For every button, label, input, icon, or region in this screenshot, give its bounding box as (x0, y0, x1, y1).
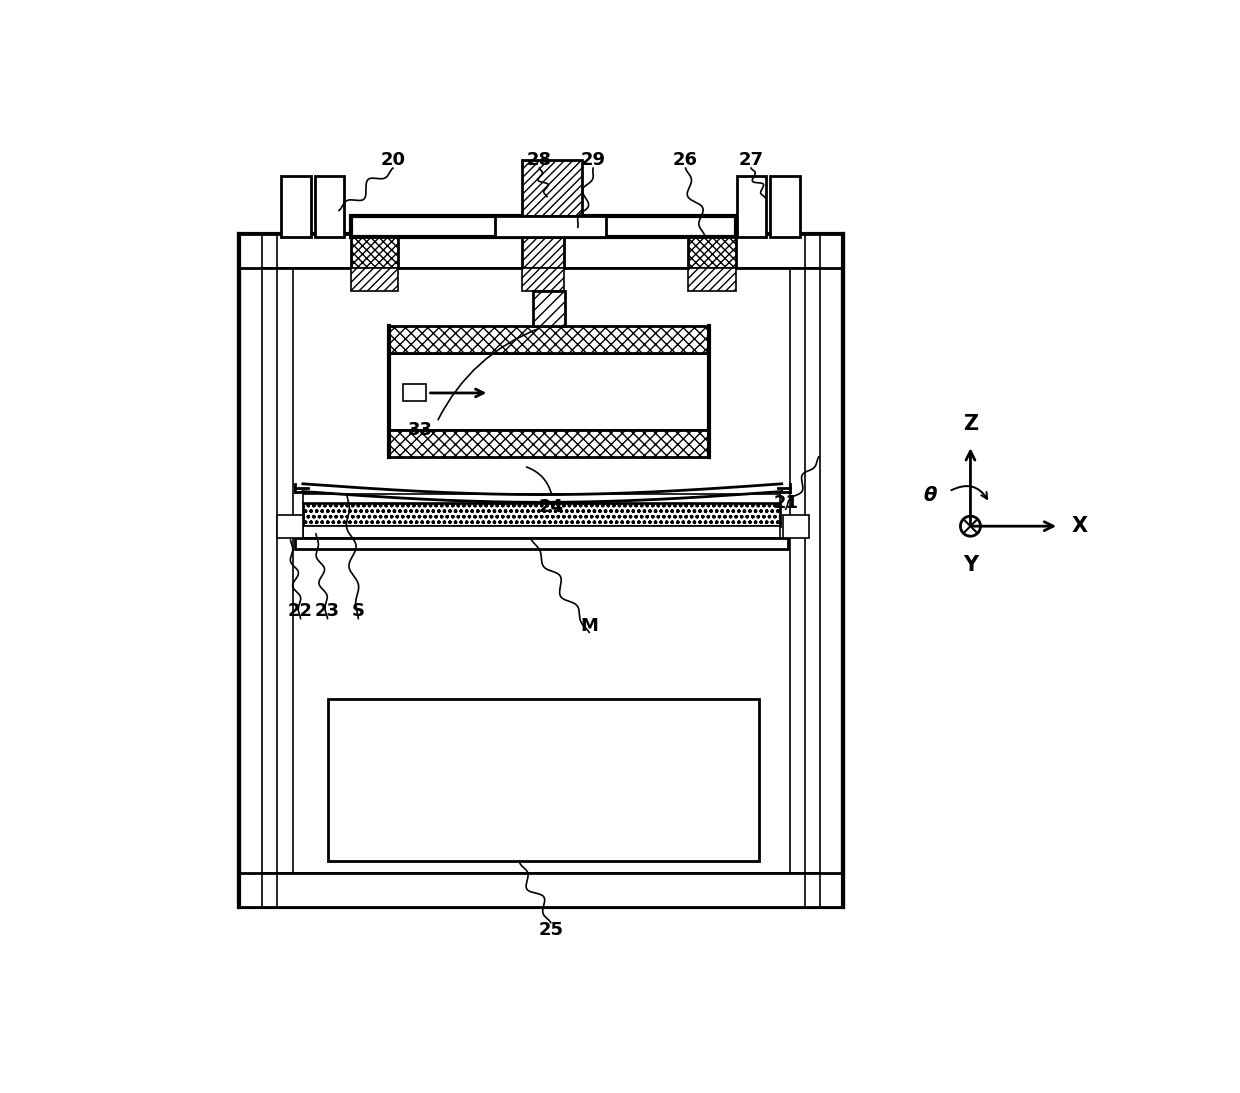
Bar (327, 700, 759, 861)
Bar (239, 234, 843, 268)
Bar (303, 494, 780, 503)
Bar (239, 872, 843, 907)
Bar (303, 526, 780, 538)
Bar (281, 176, 310, 237)
Text: 21: 21 (774, 494, 799, 512)
Text: S: S (352, 602, 365, 620)
Text: 24: 24 (538, 498, 563, 516)
Text: 28: 28 (527, 152, 552, 169)
Text: 23: 23 (315, 602, 340, 620)
Bar (495, 215, 606, 237)
Bar (522, 237, 564, 268)
Bar (737, 176, 766, 237)
Bar (351, 215, 735, 237)
Bar (533, 292, 565, 326)
Text: 27: 27 (739, 152, 764, 169)
Bar (239, 234, 843, 907)
Text: 33: 33 (408, 421, 433, 439)
Text: M: M (580, 618, 598, 635)
Text: θ: θ (924, 486, 937, 505)
Bar (295, 538, 787, 550)
Bar (303, 503, 780, 526)
Bar (389, 326, 708, 353)
Text: Z: Z (963, 414, 978, 434)
Bar (784, 515, 808, 538)
Text: 20: 20 (381, 152, 405, 169)
Bar (315, 176, 345, 237)
Bar (522, 161, 582, 215)
Text: 22: 22 (288, 602, 312, 620)
Text: 29: 29 (580, 152, 605, 169)
Bar (522, 268, 564, 292)
Bar (688, 237, 735, 268)
Bar (389, 353, 708, 430)
Bar (351, 268, 398, 292)
Bar (278, 515, 303, 538)
Bar (770, 176, 800, 237)
Text: X: X (1073, 516, 1089, 537)
Text: 26: 26 (673, 152, 698, 169)
Text: Y: Y (963, 555, 978, 575)
Bar (403, 385, 427, 401)
Bar (351, 237, 398, 268)
Bar (688, 268, 735, 292)
Text: 25: 25 (538, 921, 563, 939)
Bar (389, 430, 708, 457)
